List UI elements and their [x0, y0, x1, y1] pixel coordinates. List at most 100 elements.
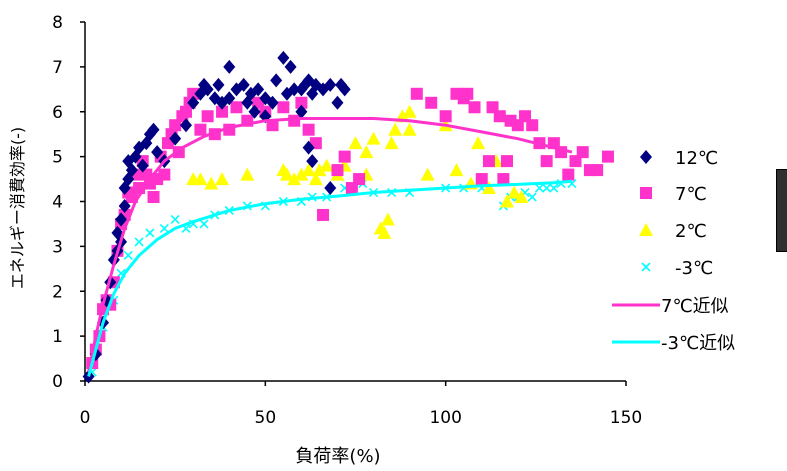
- data-point: [302, 140, 315, 155]
- legend-label: 12℃: [675, 148, 718, 169]
- legend-entry: -3℃近似: [612, 333, 735, 354]
- data-point: [493, 110, 506, 123]
- data-point: [338, 150, 351, 163]
- data-point: [199, 219, 209, 229]
- data-point: [240, 167, 255, 181]
- data-point: [212, 77, 225, 92]
- fit-line: [87, 179, 573, 377]
- y-tick-label: 3: [52, 237, 63, 257]
- y-tick-label: 4: [52, 193, 63, 213]
- series-4: [87, 117, 573, 373]
- data-point: [527, 192, 537, 202]
- data-point: [507, 185, 522, 199]
- legend-label: -3℃近似: [661, 333, 735, 354]
- x-tick-label: 50: [255, 408, 277, 428]
- data-point: [223, 59, 236, 74]
- data-point: [562, 168, 575, 181]
- data-point: [159, 223, 169, 233]
- y-tick-label: 2: [52, 282, 63, 302]
- data-point: [511, 119, 524, 132]
- data-point: [468, 101, 481, 114]
- data-point: [534, 183, 545, 193]
- data-point: [237, 77, 250, 92]
- data-point: [118, 198, 131, 213]
- y-tick-label: 0: [52, 372, 63, 392]
- data-point: [134, 237, 144, 247]
- data-point: [277, 50, 290, 65]
- data-point: [201, 110, 214, 123]
- data-point: [425, 96, 438, 109]
- data-point: [324, 181, 337, 196]
- data-point: [499, 194, 514, 208]
- data-point: [216, 105, 229, 118]
- data-point: [591, 164, 604, 177]
- data-point: [384, 136, 399, 150]
- data-point: [482, 155, 495, 168]
- data-point: [266, 95, 279, 110]
- data-point: [223, 91, 236, 106]
- data-point: [353, 173, 366, 186]
- data-point: [125, 163, 138, 178]
- data-point: [244, 86, 257, 101]
- x-tick-label: 100: [429, 408, 461, 428]
- legend-marker: [640, 150, 652, 164]
- y-tick-label: 1: [52, 327, 63, 347]
- y-tick-label: 7: [52, 58, 63, 78]
- data-point: [125, 191, 138, 204]
- data-point: [410, 87, 423, 100]
- data-point: [288, 114, 301, 127]
- data-point: [179, 118, 192, 133]
- data-point: [449, 163, 464, 177]
- data-point: [284, 59, 297, 74]
- data-point: [475, 173, 488, 186]
- legend-entry: 7℃近似: [612, 296, 729, 317]
- data-point: [500, 155, 513, 168]
- data-point: [308, 172, 323, 186]
- data-point: [294, 167, 309, 181]
- data-point: [145, 228, 155, 238]
- data-point: [331, 164, 344, 177]
- data-point: [169, 131, 182, 146]
- data-point: [187, 95, 200, 110]
- legend-label: -3℃: [675, 258, 713, 279]
- data-point: [319, 158, 334, 172]
- data-point: [151, 145, 164, 160]
- data-point: [302, 123, 315, 136]
- data-point: [402, 122, 417, 136]
- data-point: [377, 225, 392, 239]
- legend-marker: [639, 223, 653, 236]
- data-point: [123, 250, 133, 260]
- data-point: [549, 183, 559, 193]
- y-tick-label: 5: [52, 148, 63, 168]
- data-point: [601, 150, 614, 163]
- data-point: [471, 136, 486, 150]
- data-point: [542, 183, 552, 193]
- data-point: [288, 82, 301, 97]
- data-point: [266, 119, 279, 132]
- data-point: [461, 87, 474, 100]
- data-point: [136, 158, 149, 173]
- data-point: [338, 82, 351, 97]
- data-point: [147, 191, 160, 204]
- data-point: [295, 96, 308, 109]
- legend-label: 7℃近似: [661, 296, 729, 317]
- data-point: [481, 181, 496, 195]
- legend-entry: -3℃: [641, 258, 713, 279]
- data-point: [193, 172, 208, 186]
- data-point: [295, 104, 308, 119]
- data-point: [158, 168, 171, 181]
- data-point: [279, 167, 294, 181]
- data-point: [359, 145, 374, 159]
- data-point: [201, 82, 214, 97]
- side-box: [776, 169, 787, 252]
- x-tick-label: 150: [610, 408, 642, 428]
- data-point: [82, 369, 95, 384]
- data-point: [115, 212, 128, 227]
- legend-entry: 7℃: [640, 184, 707, 205]
- data-point: [420, 167, 435, 181]
- series-layer: [82, 50, 614, 384]
- legend-label: 7℃: [675, 184, 707, 205]
- legend-entry: 2℃: [639, 221, 707, 242]
- data-point: [312, 163, 327, 177]
